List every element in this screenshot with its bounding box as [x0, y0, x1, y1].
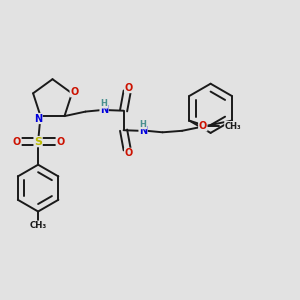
Text: O: O	[124, 148, 133, 158]
Text: S: S	[34, 136, 42, 147]
Text: O: O	[199, 121, 207, 131]
Text: H: H	[140, 120, 146, 129]
Text: CH₃: CH₃	[29, 221, 47, 230]
Text: N: N	[34, 113, 42, 124]
Text: O: O	[56, 136, 64, 147]
Text: H: H	[101, 99, 107, 108]
Text: CH₃: CH₃	[225, 122, 241, 130]
Text: N: N	[139, 126, 147, 136]
Text: O: O	[124, 82, 133, 93]
Text: O: O	[70, 87, 78, 97]
Text: N: N	[100, 105, 108, 115]
Text: O: O	[13, 136, 21, 147]
